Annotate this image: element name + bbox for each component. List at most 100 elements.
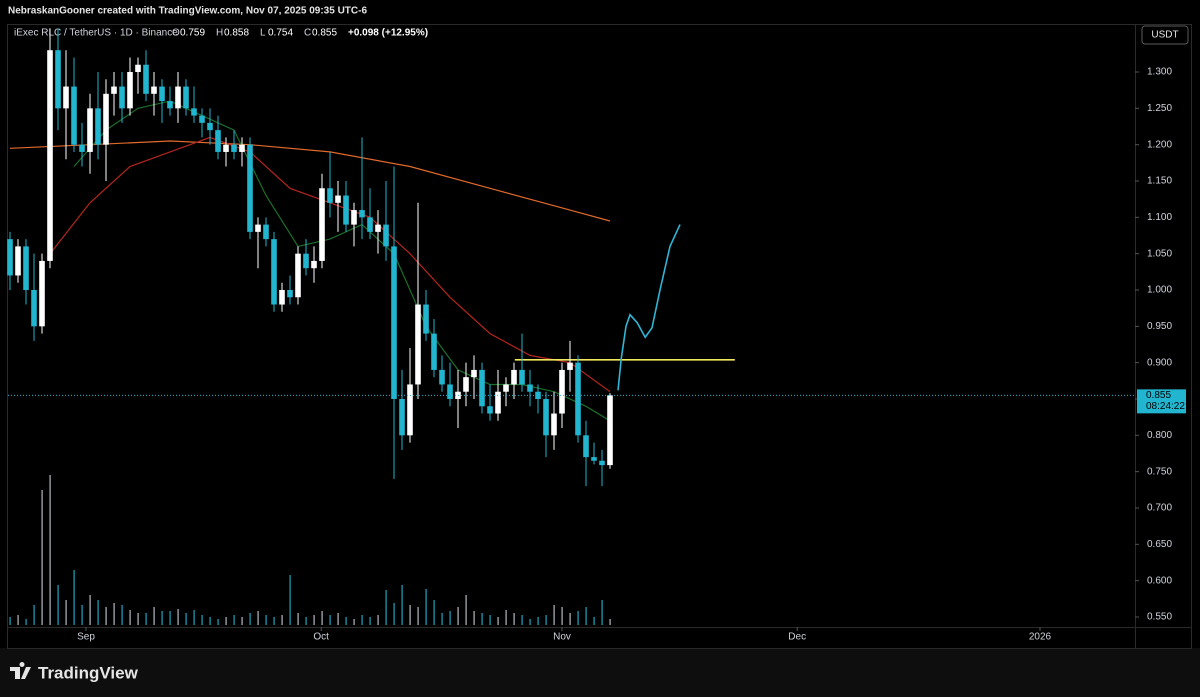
logo: TradingView [10,662,139,682]
volume-bar [257,611,259,625]
ohlc-key: H [216,28,223,39]
candle-body [591,457,597,461]
candle-body [207,122,213,131]
candle-body [407,384,413,436]
volume-bar [209,617,211,625]
candle-body [111,86,117,94]
candle-body [391,246,397,399]
candle-body [263,224,269,240]
candle-body [151,86,157,94]
volume-bar [505,610,507,625]
volume-bar [601,600,603,625]
volume-bar [465,595,467,625]
volume-bar [481,613,483,625]
volume-bar [65,600,67,625]
volume-bar [145,613,147,625]
volume-bar [593,617,595,625]
candle-body [79,144,85,152]
ohlc-value: 0.759 [180,28,205,39]
candle-body [463,377,469,392]
candle-body [519,369,525,385]
volume-bar [585,607,587,625]
candle-body [487,406,493,414]
currency-box[interactable] [1141,25,1189,45]
candle-body [191,108,197,116]
candle-body [551,413,557,436]
volume-bar [569,613,571,625]
x-tick-label: Oct [313,632,329,643]
candle-body [399,398,405,436]
volume-bar [545,615,547,625]
ohlc-key: O [172,28,180,39]
candle-body [343,195,349,225]
candle-body [431,333,437,370]
y-tick-label: 1.200 [1147,139,1172,150]
candle-body [607,395,613,466]
ohlc-value: 0.858 [224,28,249,39]
candle-body [423,304,429,334]
candle-body [327,188,333,203]
volume-bar [17,615,19,625]
candle-body [295,253,301,298]
volume-bar [361,615,363,625]
volume-bar [561,607,563,625]
volume-bar [497,617,499,625]
candle-body [559,369,565,414]
candle-body [535,391,541,399]
currency[interactable]: USDT [1151,30,1178,41]
x-tick-label: Dec [788,632,806,643]
logo-icon [10,662,31,679]
candle-body [15,246,21,276]
candle-body [415,304,421,385]
x-tick-label: Sep [77,632,95,643]
volume-bar [321,611,323,625]
volume-bar [33,605,35,625]
volume-bar [177,609,179,625]
volume-bar [489,615,491,625]
volume-bar [73,570,75,625]
volume-bar [25,619,27,625]
candle-body [511,369,517,385]
candle-body [39,260,45,327]
candle-body [159,86,165,102]
header: NebraskanGooner created with TradingView… [8,6,367,17]
candle-body [375,224,381,232]
candle-body [479,369,485,407]
candle-body [279,289,285,305]
volume-bar [337,613,339,625]
volume-bar [273,617,275,625]
candle-body [527,384,533,392]
volume-bar [57,585,59,625]
volume-bar [233,615,235,625]
candle-body [199,115,205,123]
change: +0.098 (+12.95%) [348,28,428,39]
candle-body [31,289,37,327]
candle-body [351,210,357,225]
candle-body [175,86,181,109]
volume-bar [9,617,11,625]
volume-bar [241,617,243,625]
candle-body [95,108,101,145]
candle-body [583,435,589,458]
candle-body [135,64,141,73]
volume-bar [529,619,531,625]
volume-bar [129,610,131,625]
volume-bar [225,617,227,625]
candle-body [439,369,445,385]
volume-bar [433,600,435,625]
y-tick-label: 0.800 [1147,430,1172,441]
frame [7,24,1192,649]
candle-body [335,195,341,203]
volume-bar [169,611,171,625]
volume-bar [97,600,99,625]
candle-body [567,362,573,370]
volume-bar [329,615,331,625]
volume-bar [369,617,371,625]
volume-bar [217,619,219,625]
candle-body [471,369,477,378]
countdown: 08:24:22 [1146,401,1185,412]
volume-bar [417,607,419,625]
ohlc-key: L [260,28,266,39]
candle-body [119,86,125,109]
